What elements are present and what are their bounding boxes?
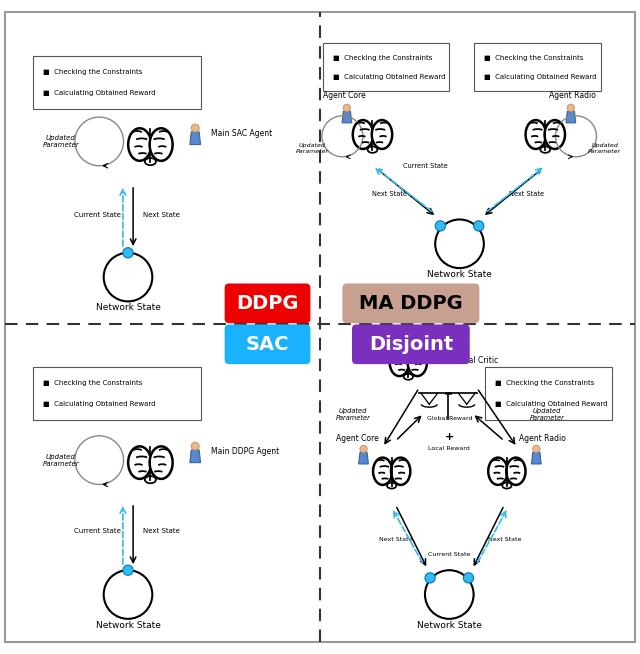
Text: Network State: Network State xyxy=(95,303,161,312)
Ellipse shape xyxy=(353,120,373,149)
Circle shape xyxy=(104,570,152,619)
Text: Next State: Next State xyxy=(143,528,180,534)
Ellipse shape xyxy=(488,458,508,485)
Ellipse shape xyxy=(367,146,378,153)
Text: Current State: Current State xyxy=(428,552,470,557)
FancyBboxPatch shape xyxy=(33,56,201,109)
Text: ■  Checking the Constraints: ■ Checking the Constraints xyxy=(495,381,595,387)
Text: Global Critic: Global Critic xyxy=(451,356,499,365)
Text: Next State: Next State xyxy=(509,191,543,197)
Circle shape xyxy=(435,221,445,231)
Ellipse shape xyxy=(150,446,173,479)
FancyBboxPatch shape xyxy=(342,283,479,323)
Ellipse shape xyxy=(145,476,156,483)
Text: ■  Checking the Constraints: ■ Checking the Constraints xyxy=(43,381,142,387)
Text: Main SAC Agent: Main SAC Agent xyxy=(211,129,273,138)
Text: Disjoint: Disjoint xyxy=(369,335,453,354)
FancyBboxPatch shape xyxy=(33,368,201,421)
Ellipse shape xyxy=(150,128,173,161)
Text: ■  Checking the Constraints: ■ Checking the Constraints xyxy=(333,54,432,61)
Text: Updated
Parameter: Updated Parameter xyxy=(42,135,79,148)
Text: Network State: Network State xyxy=(427,270,492,279)
Text: Next State: Next State xyxy=(143,212,180,218)
Text: +: + xyxy=(445,432,454,442)
Ellipse shape xyxy=(506,458,525,485)
Circle shape xyxy=(435,220,484,268)
Circle shape xyxy=(425,573,435,583)
Circle shape xyxy=(463,573,474,583)
FancyBboxPatch shape xyxy=(485,368,612,421)
Text: ■  Calculating Obtained Reward: ■ Calculating Obtained Reward xyxy=(333,74,445,80)
Text: Updated
Parameter: Updated Parameter xyxy=(296,143,329,154)
Polygon shape xyxy=(566,111,576,123)
Text: Next State: Next State xyxy=(372,191,406,197)
Text: ■  Calculating Obtained Reward: ■ Calculating Obtained Reward xyxy=(43,402,156,407)
Text: ■  Checking the Constraints: ■ Checking the Constraints xyxy=(43,69,142,75)
Text: Network State: Network State xyxy=(417,621,482,630)
Polygon shape xyxy=(190,450,200,462)
Text: Main DDPG Agent: Main DDPG Agent xyxy=(211,447,280,456)
FancyBboxPatch shape xyxy=(5,12,635,642)
Circle shape xyxy=(567,104,575,111)
Polygon shape xyxy=(342,111,352,123)
Ellipse shape xyxy=(545,120,565,149)
Text: Updated
Parameter: Updated Parameter xyxy=(588,143,621,154)
Text: Agent Radio: Agent Radio xyxy=(519,434,566,443)
Ellipse shape xyxy=(502,483,511,489)
Circle shape xyxy=(532,445,540,453)
Text: SAC: SAC xyxy=(246,335,289,354)
FancyBboxPatch shape xyxy=(323,43,449,92)
Text: Current State: Current State xyxy=(74,528,121,534)
Circle shape xyxy=(191,124,199,132)
Ellipse shape xyxy=(372,120,392,149)
Ellipse shape xyxy=(525,120,546,149)
Ellipse shape xyxy=(540,146,550,153)
Ellipse shape xyxy=(128,128,151,161)
FancyBboxPatch shape xyxy=(225,324,310,364)
Polygon shape xyxy=(531,453,541,464)
FancyBboxPatch shape xyxy=(352,324,470,364)
Circle shape xyxy=(191,442,199,450)
Text: Current State: Current State xyxy=(74,212,121,218)
Circle shape xyxy=(360,445,367,453)
Circle shape xyxy=(104,252,152,301)
Text: Updated
Parameter: Updated Parameter xyxy=(530,407,564,421)
Text: Next State: Next State xyxy=(488,538,521,542)
Circle shape xyxy=(425,570,474,619)
Text: Agent Radio: Agent Radio xyxy=(549,91,596,100)
Text: Updated
Parameter: Updated Parameter xyxy=(42,454,79,467)
Text: ■  Calculating Obtained Reward: ■ Calculating Obtained Reward xyxy=(484,74,597,80)
Ellipse shape xyxy=(404,374,413,380)
FancyBboxPatch shape xyxy=(474,43,601,92)
Ellipse shape xyxy=(128,446,151,479)
Text: Agent Core: Agent Core xyxy=(336,434,378,443)
Text: Updated
Parameter: Updated Parameter xyxy=(336,407,371,421)
FancyBboxPatch shape xyxy=(225,283,310,323)
Ellipse shape xyxy=(387,483,396,489)
Text: Local Reward: Local Reward xyxy=(428,446,470,451)
Ellipse shape xyxy=(145,158,156,165)
Text: Agent Core: Agent Core xyxy=(323,91,365,100)
Circle shape xyxy=(123,565,133,576)
Text: DDPG: DDPG xyxy=(236,294,299,313)
Circle shape xyxy=(343,104,351,111)
Polygon shape xyxy=(358,453,369,464)
Text: Current State: Current State xyxy=(403,164,448,169)
Ellipse shape xyxy=(390,349,409,376)
Circle shape xyxy=(474,221,484,231)
Polygon shape xyxy=(190,132,200,145)
Text: MA DDPG: MA DDPG xyxy=(359,294,463,313)
Ellipse shape xyxy=(391,458,410,485)
Text: ■  Checking the Constraints: ■ Checking the Constraints xyxy=(484,54,584,61)
Text: Global Reward: Global Reward xyxy=(426,416,472,421)
Text: ■  Calculating Obtained Reward: ■ Calculating Obtained Reward xyxy=(495,402,608,407)
Text: Network State: Network State xyxy=(95,621,161,630)
Text: ■  Calculating Obtained Reward: ■ Calculating Obtained Reward xyxy=(43,90,156,95)
Ellipse shape xyxy=(373,458,392,485)
Ellipse shape xyxy=(408,349,427,376)
Circle shape xyxy=(123,248,133,258)
Text: Next State: Next State xyxy=(379,538,412,542)
